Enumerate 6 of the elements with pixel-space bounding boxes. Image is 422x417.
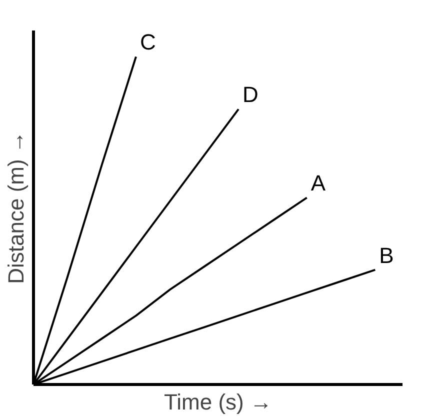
series-label: A [310,170,326,196]
series-label: D [242,82,258,108]
x-axis-title: Time (s) → [164,390,272,414]
series-label: B [379,242,394,268]
y-axis-title: Distance (m) → [4,131,28,284]
series-label: C [140,30,156,55]
